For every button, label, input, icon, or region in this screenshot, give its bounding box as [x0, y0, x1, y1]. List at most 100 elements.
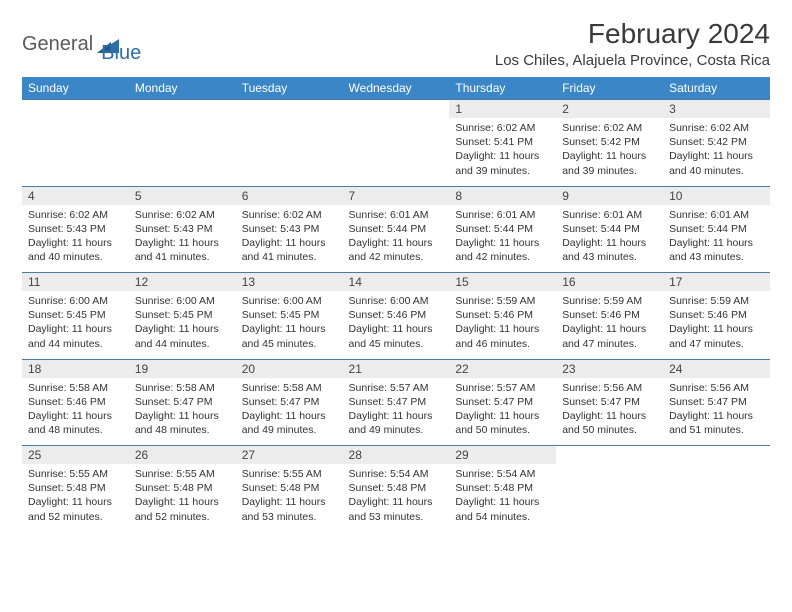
day-details-cell — [22, 118, 129, 186]
location-text: Los Chiles, Alajuela Province, Costa Ric… — [495, 52, 770, 69]
weekday-header: Tuesday — [236, 77, 343, 100]
details-row: Sunrise: 6:02 AMSunset: 5:41 PMDaylight:… — [22, 118, 770, 186]
day-number: 26 — [129, 446, 236, 464]
day-details: Sunrise: 6:01 AMSunset: 5:44 PMDaylight:… — [343, 205, 450, 271]
day-number: 11 — [22, 273, 129, 291]
day-details-cell: Sunrise: 5:56 AMSunset: 5:47 PMDaylight:… — [663, 378, 770, 446]
day-number: 25 — [22, 446, 129, 464]
day-details-cell: Sunrise: 6:02 AMSunset: 5:42 PMDaylight:… — [556, 118, 663, 186]
day-details-cell: Sunrise: 6:00 AMSunset: 5:45 PMDaylight:… — [236, 291, 343, 359]
day-details: Sunrise: 5:57 AMSunset: 5:47 PMDaylight:… — [343, 378, 450, 444]
day-details-cell: Sunrise: 6:01 AMSunset: 5:44 PMDaylight:… — [556, 205, 663, 273]
title-block: February 2024 Los Chiles, Alajuela Provi… — [495, 18, 770, 69]
day-number-cell: 3 — [663, 100, 770, 119]
day-number: 23 — [556, 360, 663, 378]
day-details: Sunrise: 6:00 AMSunset: 5:45 PMDaylight:… — [236, 291, 343, 357]
day-details: Sunrise: 5:55 AMSunset: 5:48 PMDaylight:… — [236, 464, 343, 530]
day-details-cell: Sunrise: 6:00 AMSunset: 5:46 PMDaylight:… — [343, 291, 450, 359]
day-details: Sunrise: 5:58 AMSunset: 5:47 PMDaylight:… — [129, 378, 236, 444]
day-number: 10 — [663, 187, 770, 205]
weekday-header: Wednesday — [343, 77, 450, 100]
day-number: 7 — [343, 187, 450, 205]
daynum-row: 11121314151617 — [22, 273, 770, 292]
day-details-cell: Sunrise: 5:59 AMSunset: 5:46 PMDaylight:… — [556, 291, 663, 359]
day-details-cell: Sunrise: 6:02 AMSunset: 5:43 PMDaylight:… — [22, 205, 129, 273]
day-details-cell: Sunrise: 6:02 AMSunset: 5:43 PMDaylight:… — [236, 205, 343, 273]
day-details-cell: Sunrise: 6:02 AMSunset: 5:43 PMDaylight:… — [129, 205, 236, 273]
details-row: Sunrise: 5:55 AMSunset: 5:48 PMDaylight:… — [22, 464, 770, 532]
day-number: 1 — [449, 100, 556, 118]
day-details-cell: Sunrise: 6:00 AMSunset: 5:45 PMDaylight:… — [22, 291, 129, 359]
day-details: Sunrise: 6:02 AMSunset: 5:41 PMDaylight:… — [449, 118, 556, 184]
day-number: 27 — [236, 446, 343, 464]
weekday-header: Thursday — [449, 77, 556, 100]
day-details: Sunrise: 6:02 AMSunset: 5:43 PMDaylight:… — [236, 205, 343, 271]
logo-text-blue: Blue — [101, 42, 141, 65]
day-details-cell: Sunrise: 5:55 AMSunset: 5:48 PMDaylight:… — [129, 464, 236, 532]
day-details-cell — [343, 118, 450, 186]
day-number: 18 — [22, 360, 129, 378]
day-number-cell: 19 — [129, 359, 236, 378]
day-number-cell: 18 — [22, 359, 129, 378]
day-number: 14 — [343, 273, 450, 291]
day-details: Sunrise: 5:59 AMSunset: 5:46 PMDaylight:… — [449, 291, 556, 357]
day-details-cell: Sunrise: 6:01 AMSunset: 5:44 PMDaylight:… — [343, 205, 450, 273]
logo: General Blue — [22, 18, 141, 65]
day-number: 22 — [449, 360, 556, 378]
day-number: 5 — [129, 187, 236, 205]
day-number-cell: 16 — [556, 273, 663, 292]
day-details-cell: Sunrise: 5:58 AMSunset: 5:47 PMDaylight:… — [129, 378, 236, 446]
day-details: Sunrise: 6:00 AMSunset: 5:46 PMDaylight:… — [343, 291, 450, 357]
day-number: 12 — [129, 273, 236, 291]
logo-text-general: General — [22, 33, 93, 56]
day-number-cell — [236, 100, 343, 119]
day-number: 13 — [236, 273, 343, 291]
day-details: Sunrise: 6:01 AMSunset: 5:44 PMDaylight:… — [449, 205, 556, 271]
day-details-cell: Sunrise: 5:54 AMSunset: 5:48 PMDaylight:… — [449, 464, 556, 532]
day-number-cell: 27 — [236, 446, 343, 465]
day-details-cell: Sunrise: 6:01 AMSunset: 5:44 PMDaylight:… — [663, 205, 770, 273]
day-details-cell: Sunrise: 5:55 AMSunset: 5:48 PMDaylight:… — [236, 464, 343, 532]
day-details: Sunrise: 5:55 AMSunset: 5:48 PMDaylight:… — [129, 464, 236, 530]
day-details: Sunrise: 5:56 AMSunset: 5:47 PMDaylight:… — [663, 378, 770, 444]
day-details: Sunrise: 6:02 AMSunset: 5:42 PMDaylight:… — [556, 118, 663, 184]
day-number-cell: 14 — [343, 273, 450, 292]
day-number: 19 — [129, 360, 236, 378]
day-number: 28 — [343, 446, 450, 464]
day-number-cell: 11 — [22, 273, 129, 292]
weekday-header: Monday — [129, 77, 236, 100]
day-number-cell: 12 — [129, 273, 236, 292]
day-number: 21 — [343, 360, 450, 378]
day-number-cell — [129, 100, 236, 119]
day-details-cell: Sunrise: 5:59 AMSunset: 5:46 PMDaylight:… — [663, 291, 770, 359]
day-number-cell — [663, 446, 770, 465]
day-details-cell — [236, 118, 343, 186]
day-number-cell: 15 — [449, 273, 556, 292]
day-number-cell: 7 — [343, 186, 450, 205]
day-number: 9 — [556, 187, 663, 205]
day-details: Sunrise: 6:01 AMSunset: 5:44 PMDaylight:… — [663, 205, 770, 271]
day-number-cell: 10 — [663, 186, 770, 205]
weekday-header: Sunday — [22, 77, 129, 100]
day-details: Sunrise: 5:54 AMSunset: 5:48 PMDaylight:… — [449, 464, 556, 530]
day-details: Sunrise: 5:58 AMSunset: 5:47 PMDaylight:… — [236, 378, 343, 444]
day-details: Sunrise: 6:00 AMSunset: 5:45 PMDaylight:… — [22, 291, 129, 357]
day-number-cell: 29 — [449, 446, 556, 465]
day-number-cell: 25 — [22, 446, 129, 465]
day-details-cell: Sunrise: 5:55 AMSunset: 5:48 PMDaylight:… — [22, 464, 129, 532]
day-details: Sunrise: 6:02 AMSunset: 5:43 PMDaylight:… — [129, 205, 236, 271]
day-details-cell: Sunrise: 6:02 AMSunset: 5:41 PMDaylight:… — [449, 118, 556, 186]
day-number: 29 — [449, 446, 556, 464]
day-details-cell: Sunrise: 5:57 AMSunset: 5:47 PMDaylight:… — [343, 378, 450, 446]
details-row: Sunrise: 5:58 AMSunset: 5:46 PMDaylight:… — [22, 378, 770, 446]
day-number-cell: 23 — [556, 359, 663, 378]
day-details: Sunrise: 5:58 AMSunset: 5:46 PMDaylight:… — [22, 378, 129, 444]
weekday-header-row: SundayMondayTuesdayWednesdayThursdayFrid… — [22, 77, 770, 100]
day-number-cell: 20 — [236, 359, 343, 378]
daynum-row: 18192021222324 — [22, 359, 770, 378]
day-details-cell: Sunrise: 5:59 AMSunset: 5:46 PMDaylight:… — [449, 291, 556, 359]
day-number-cell — [343, 100, 450, 119]
day-details-cell: Sunrise: 5:58 AMSunset: 5:47 PMDaylight:… — [236, 378, 343, 446]
daynum-row: 2526272829 — [22, 446, 770, 465]
day-details: Sunrise: 6:01 AMSunset: 5:44 PMDaylight:… — [556, 205, 663, 271]
